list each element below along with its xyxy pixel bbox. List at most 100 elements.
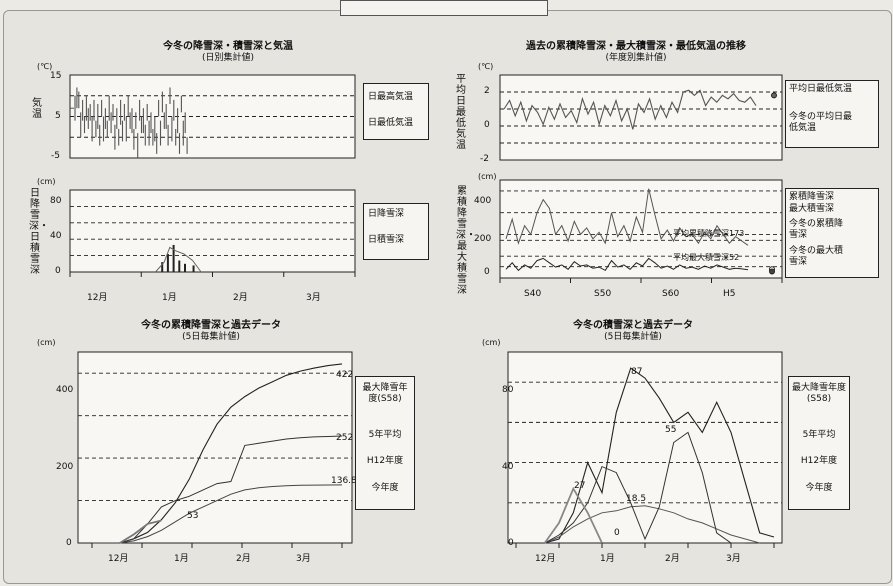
- chart3-plot-area: [499, 74, 783, 161]
- chart6-data-label: 87: [631, 367, 643, 377]
- chart1-ytick: -5: [51, 151, 60, 161]
- chart5-current-line: [119, 519, 162, 544]
- chart5-xtick: 1月: [174, 554, 189, 564]
- legend-snow-depth: 日積雪深: [368, 235, 405, 245]
- chart2-snowfall-bar: [184, 263, 186, 272]
- chart4-xtick: S60: [662, 289, 680, 299]
- chart3-title: 過去の累積降雪深・最大積雪深・最低気温の推移: [526, 41, 746, 52]
- chart6-title: 今冬の積雪深と過去データ: [573, 320, 693, 331]
- chart1-ytick: 5: [55, 111, 61, 121]
- chart6-plot-area: [507, 351, 783, 544]
- chart1-legend: 日最高気温 日最低気温: [363, 83, 429, 140]
- chart3-avg-min-temp-line: [503, 89, 757, 130]
- chart4-xtick: H5: [723, 289, 736, 299]
- chart4-annotation-cum: 平均累積降雪深173: [673, 229, 745, 238]
- chart5-data-label: 422: [336, 370, 354, 380]
- chart6-data-label: 55: [665, 425, 677, 435]
- chart2-snowfall-bar: [161, 262, 164, 272]
- chart2-legend: 日降雪深 日積雪深: [363, 203, 429, 260]
- chart6-data-label: 0: [614, 528, 620, 538]
- chart2-xtick: 12月: [87, 293, 108, 303]
- chart2-xtick: 3月: [306, 293, 321, 303]
- chart6-ytick: 40: [502, 462, 514, 472]
- legend-5yr-avg: 5年平均: [802, 430, 836, 440]
- chart4-ytick: 200: [474, 234, 492, 244]
- chart3-ylabel: 平均日最低気温: [456, 74, 466, 151]
- chart5-plot-area: [77, 351, 353, 544]
- chart2-ytick: 40: [50, 231, 62, 241]
- legend-h12: H12年度: [800, 456, 838, 466]
- chart2-yunit: (cm): [37, 177, 56, 186]
- chart5-ytick: 200: [56, 462, 74, 472]
- chart3-ytick: -2: [480, 154, 489, 164]
- chart4-yunit: (cm): [478, 172, 497, 181]
- chart2-snowfall-bar: [192, 265, 195, 272]
- legend-this-year: 今年度: [805, 483, 833, 493]
- chart5-yunit: (cm): [37, 338, 56, 347]
- chart5-data-label: 53: [187, 511, 199, 521]
- legend-min-temp: 日最低気温: [368, 118, 414, 128]
- chart2-ylabel: 日降雪深・日積雪深: [29, 188, 49, 276]
- chart2-ytick: 80: [50, 196, 62, 206]
- chart5-legend: 最大降雪年度(S58) 5年平均 H12年度 今年度: [355, 376, 415, 510]
- legend-snowfall: 日降雪深: [368, 209, 405, 219]
- legend-h12: H12年度: [366, 456, 404, 466]
- chart4-max-depth-line: [505, 257, 749, 272]
- legend-cumulative: 累積降雪深: [789, 192, 835, 202]
- chart6-ytick: 80: [502, 385, 514, 395]
- chart5-ytick: 0: [66, 538, 72, 548]
- legend-avg-min-temp: 平均日最低気温: [789, 84, 853, 94]
- chart4-ytick: 400: [474, 196, 492, 206]
- chart1-title: 今冬の降雪深・積雪深と気温: [163, 41, 293, 52]
- chart5-ytick: 400: [56, 385, 74, 395]
- chart5-title: 今冬の累積降雪深と過去データ: [141, 320, 281, 331]
- legend-s58: 最大降雪年度(S58): [792, 383, 847, 404]
- chart3-ytick: 2: [484, 86, 490, 96]
- chart6-xtick: 12月: [535, 554, 556, 564]
- chart6-xtick: 3月: [726, 554, 741, 564]
- chart2-snowfall-bar: [178, 260, 181, 272]
- chart5-subtitle: (5日毎集計値): [182, 332, 240, 342]
- header-tab: [340, 0, 548, 16]
- chart2-ytick: 0: [55, 266, 61, 276]
- chart4-cumulative-line: [505, 188, 749, 246]
- chart4-xtick: S50: [594, 289, 612, 299]
- chart2-xtick: 1月: [162, 293, 177, 303]
- chart4-ytick: 0: [484, 267, 490, 277]
- legend-current-max-depth: 今冬の最大積雪深: [789, 246, 844, 267]
- legend-max-depth: 最大積雪深: [789, 204, 835, 214]
- chart5-xtick: 12月: [108, 554, 129, 564]
- chart2-plot-area: [69, 189, 356, 273]
- chart2-xtick: 2月: [233, 293, 248, 303]
- legend-this-year: 今年度: [371, 483, 399, 493]
- chart6-xtick: 2月: [665, 554, 680, 564]
- chart3-ytick: 0: [484, 120, 490, 130]
- chart6-avg5-line: [544, 505, 760, 544]
- chart5-xtick: 2月: [236, 554, 251, 564]
- chart2-snowfall-bar: [166, 253, 169, 272]
- chart3-current-marker: [771, 92, 777, 99]
- chart3-subtitle: (年度別集計値): [605, 53, 667, 63]
- chart5-s58-line: [92, 363, 343, 544]
- chart6-yunit: (cm): [482, 338, 501, 347]
- legend-current-avg-min-temp: 今冬の平均日最低気温: [789, 112, 853, 133]
- chart3-yunit: (℃): [478, 62, 494, 71]
- legend-s58: 最大降雪年度(S58): [362, 383, 408, 404]
- chart6-s58-line: [544, 367, 775, 544]
- chart5-data-label: 252: [336, 433, 354, 443]
- chart6-data-label: 27: [574, 481, 586, 491]
- chart2-snowfall-bar: [172, 244, 175, 272]
- chart1-ylabel: 気温: [32, 98, 42, 120]
- legend-5yr-avg: 5年平均: [368, 430, 402, 440]
- chart4-xtick: S40: [524, 289, 542, 299]
- chart4-legend: 累積降雪深 最大積雪深 今冬の累積降雪深 今冬の最大積雪深: [785, 188, 879, 278]
- chart5-avg5-line: [92, 484, 343, 544]
- chart6-current-line: [543, 486, 603, 544]
- chart5-data-label: 136.8: [331, 476, 357, 486]
- chart1-yunit: (℃): [37, 62, 53, 71]
- chart3-legend: 平均日最低気温 今冬の平均日最低気温: [785, 80, 879, 148]
- chart6-data-label: 18.5: [626, 494, 647, 504]
- chart4-current-max-marker: [769, 268, 775, 275]
- chart6-xtick: 1月: [600, 554, 615, 564]
